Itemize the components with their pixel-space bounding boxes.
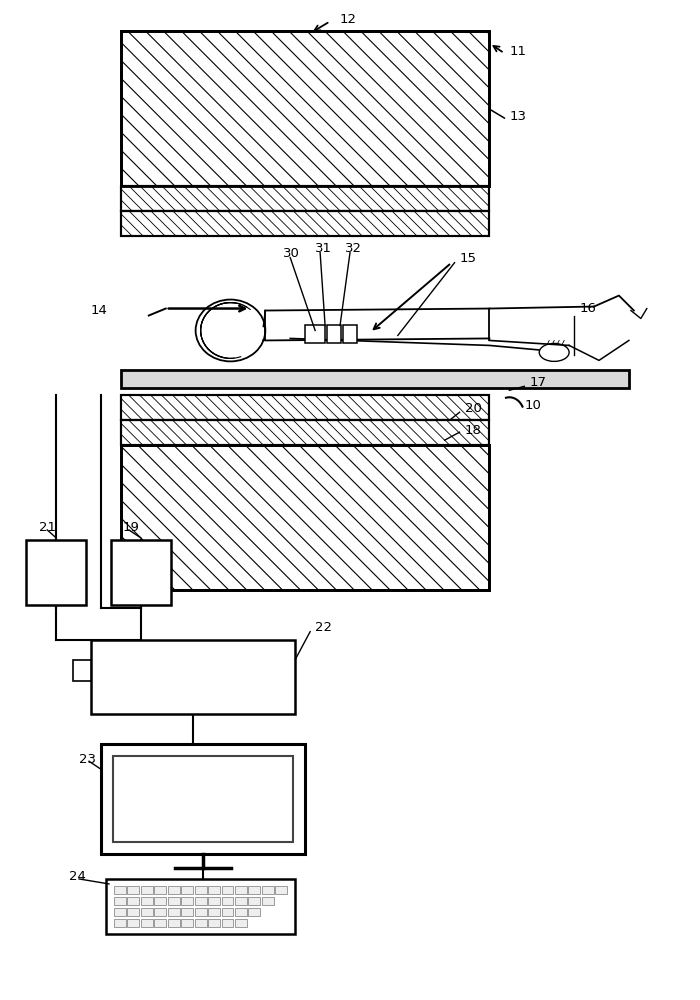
Bar — [248, 897, 260, 905]
Bar — [121, 370, 629, 388]
Bar — [235, 919, 247, 927]
Bar — [327, 325, 341, 343]
Bar — [168, 908, 180, 916]
Bar — [221, 897, 234, 905]
Text: 22: 22 — [315, 621, 332, 634]
Bar — [127, 908, 139, 916]
Bar — [154, 919, 166, 927]
Bar — [208, 897, 220, 905]
Text: 11: 11 — [510, 45, 526, 58]
Bar — [106, 879, 295, 934]
Bar — [262, 886, 274, 894]
Bar — [181, 897, 193, 905]
Bar — [114, 908, 126, 916]
Bar — [114, 919, 126, 927]
Bar — [73, 660, 91, 681]
Text: 30: 30 — [284, 247, 300, 260]
Bar — [343, 325, 357, 343]
Bar — [121, 420, 489, 445]
Bar — [27, 540, 86, 605]
Text: 17: 17 — [529, 376, 546, 389]
Text: 32: 32 — [345, 242, 362, 255]
Bar — [195, 908, 206, 916]
Bar — [208, 886, 220, 894]
Text: 12: 12 — [340, 13, 357, 26]
Bar — [121, 395, 489, 420]
Bar — [221, 908, 234, 916]
Bar — [121, 186, 489, 211]
Bar — [181, 919, 193, 927]
Bar — [127, 897, 139, 905]
Bar — [154, 897, 166, 905]
Bar — [195, 897, 206, 905]
Text: 16: 16 — [579, 302, 596, 315]
Bar — [121, 420, 489, 445]
Bar — [195, 919, 206, 927]
Text: 13: 13 — [510, 110, 526, 123]
Bar — [141, 886, 153, 894]
Text: 19: 19 — [123, 521, 140, 534]
Bar — [141, 919, 153, 927]
Bar — [168, 897, 180, 905]
Bar — [127, 919, 139, 927]
Bar — [248, 908, 260, 916]
Bar — [127, 886, 139, 894]
Bar — [208, 908, 220, 916]
Ellipse shape — [195, 300, 265, 361]
Bar — [121, 186, 489, 211]
Text: 15: 15 — [460, 252, 477, 265]
Bar — [305, 325, 325, 343]
Bar — [101, 744, 305, 854]
Text: 24: 24 — [69, 870, 86, 883]
Text: 31: 31 — [315, 242, 332, 255]
Text: 10: 10 — [524, 399, 541, 412]
Bar — [114, 886, 126, 894]
Bar — [275, 886, 287, 894]
Text: 23: 23 — [79, 753, 96, 766]
Text: 18: 18 — [465, 424, 482, 437]
Ellipse shape — [539, 343, 569, 361]
Bar — [111, 540, 171, 605]
Bar — [141, 908, 153, 916]
Bar — [168, 886, 180, 894]
Bar — [154, 908, 166, 916]
Bar — [208, 919, 220, 927]
Bar — [154, 886, 166, 894]
Text: 20: 20 — [465, 402, 482, 415]
Bar — [221, 919, 234, 927]
Bar — [141, 897, 153, 905]
Bar — [221, 886, 234, 894]
Bar — [121, 211, 489, 236]
Text: 14: 14 — [91, 304, 108, 317]
Bar — [114, 897, 126, 905]
Bar — [235, 897, 247, 905]
Bar — [235, 886, 247, 894]
Bar — [121, 445, 489, 590]
Bar — [121, 211, 489, 236]
Bar — [91, 640, 295, 714]
Bar — [121, 31, 489, 186]
Text: 21: 21 — [39, 521, 56, 534]
Bar — [121, 395, 489, 420]
Bar — [121, 31, 489, 186]
Bar — [181, 886, 193, 894]
Bar — [262, 897, 274, 905]
Bar — [113, 756, 293, 842]
Bar — [121, 445, 489, 590]
Bar — [181, 908, 193, 916]
Bar — [195, 886, 206, 894]
Bar — [235, 908, 247, 916]
Bar — [168, 919, 180, 927]
Bar — [248, 886, 260, 894]
